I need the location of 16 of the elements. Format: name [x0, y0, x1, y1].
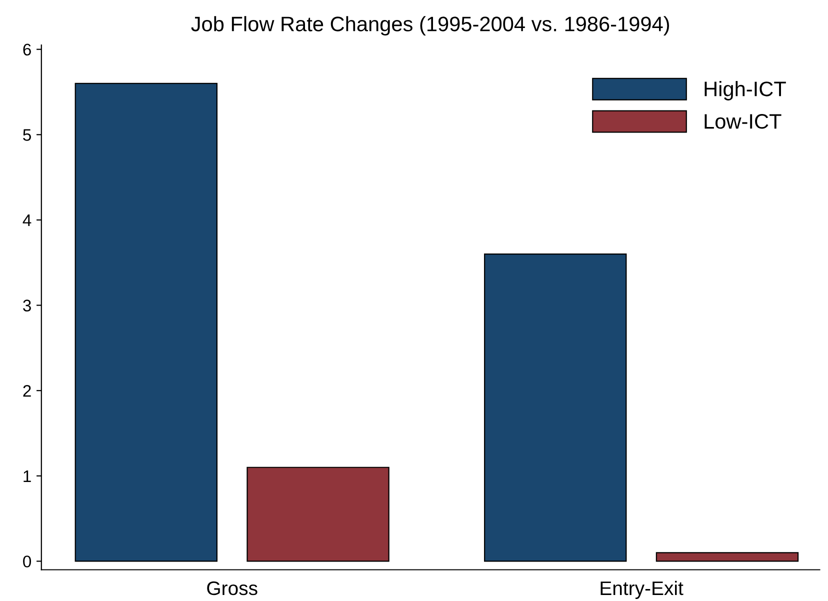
bar: [74, 82, 218, 562]
y-tick-label: 5: [23, 129, 31, 141]
y-tick-label: 3: [23, 300, 31, 312]
y-tick-label: 4: [22, 214, 32, 226]
x-tick-label: Gross: [207, 581, 258, 596]
y-tick-label: 6: [23, 44, 31, 56]
chart-title: Job Flow Rate Changes (1995-2004 vs. 1986-1994): [191, 16, 670, 36]
legend-label: High-ICT: [704, 81, 786, 100]
bar: [246, 466, 390, 562]
y-tick-label: 2: [23, 384, 31, 397]
y-tick-label: 1: [24, 470, 31, 482]
x-tick-label: Entry-Exit: [600, 580, 684, 599]
bar: [484, 254, 627, 562]
y-tick-label: 0: [23, 556, 32, 568]
bar: [656, 552, 799, 562]
legend-label: Low-ICT: [704, 114, 782, 129]
